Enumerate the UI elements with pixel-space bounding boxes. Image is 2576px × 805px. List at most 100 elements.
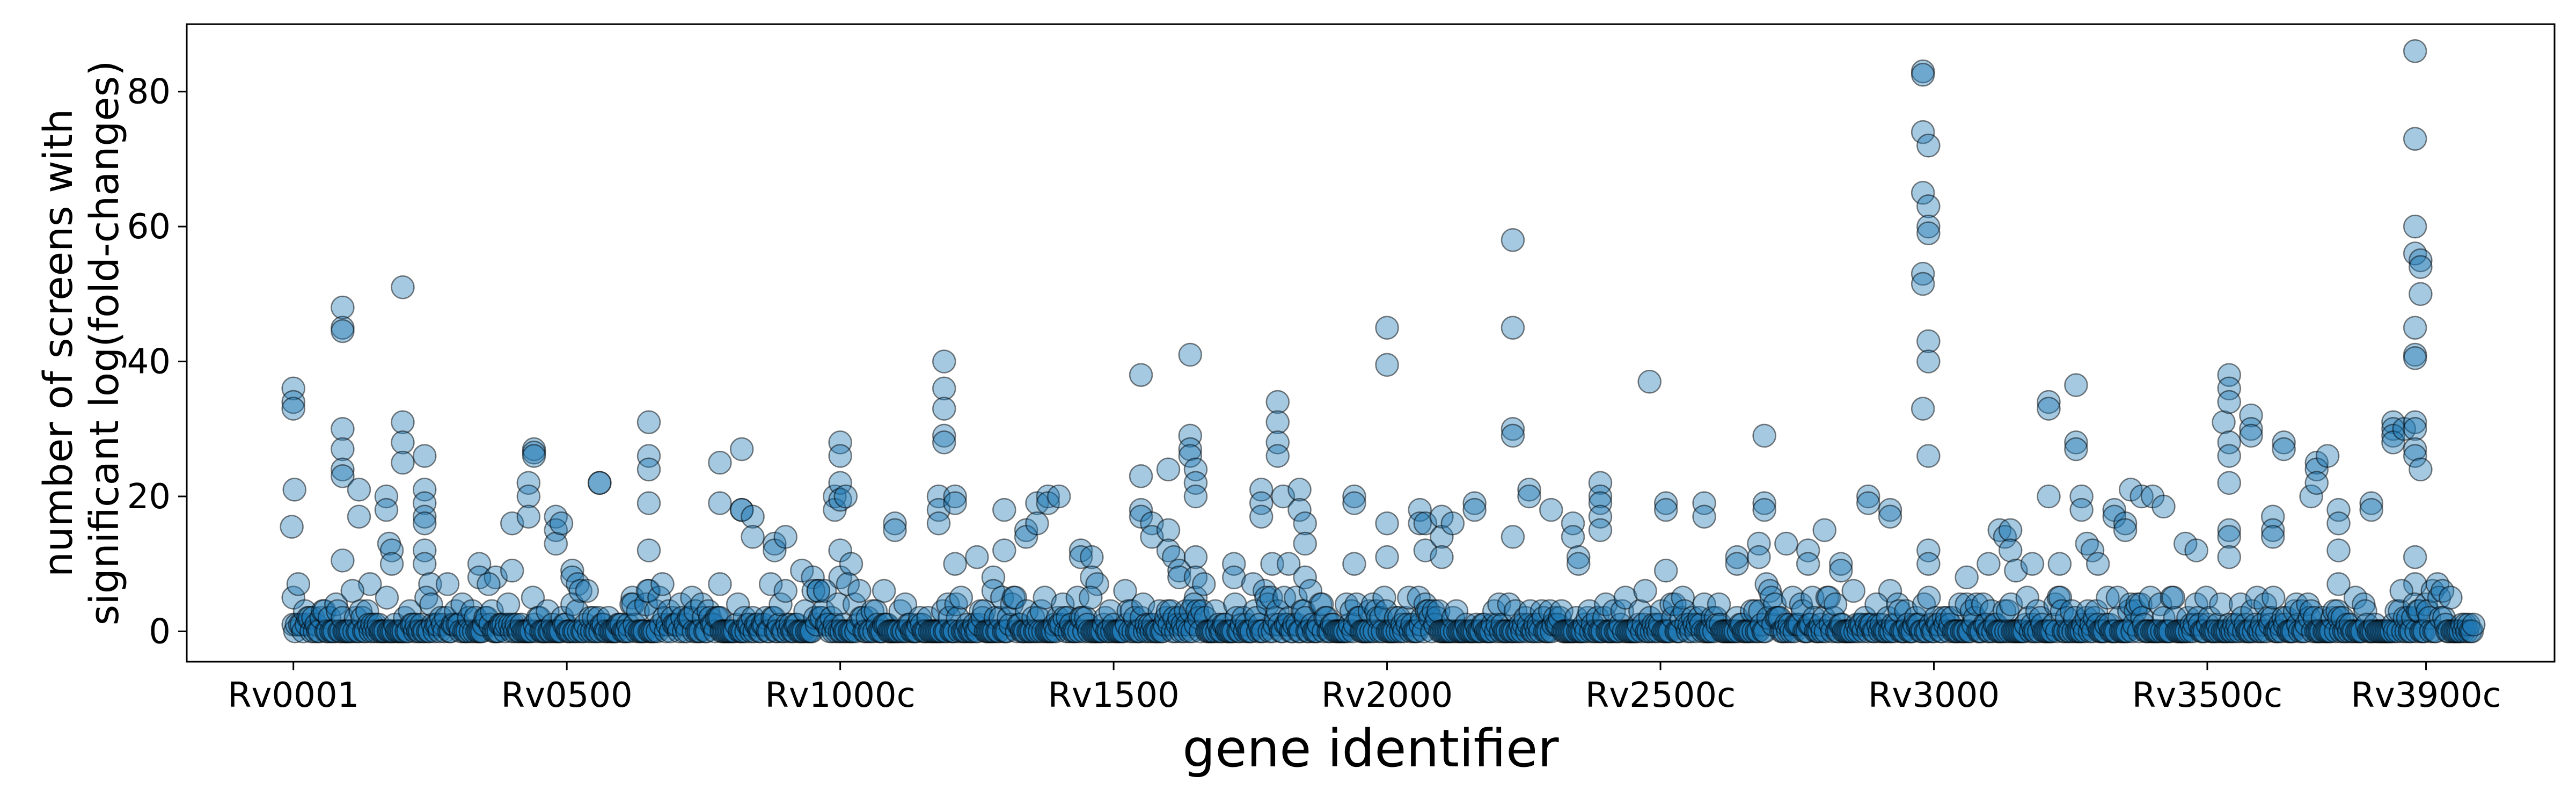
data-point bbox=[806, 579, 831, 603]
data-point bbox=[828, 444, 852, 468]
data-point bbox=[1637, 370, 1662, 394]
y-tick-label: 0 bbox=[149, 612, 171, 652]
data-point bbox=[1360, 592, 1385, 617]
data-point bbox=[1692, 504, 1716, 529]
data-point bbox=[708, 450, 732, 475]
data-point bbox=[282, 478, 306, 502]
data-point bbox=[2239, 423, 2263, 448]
data-point bbox=[1183, 545, 1208, 569]
data-point bbox=[1911, 120, 1935, 144]
data-point bbox=[286, 572, 311, 596]
data-point bbox=[2299, 484, 2323, 509]
data-point bbox=[839, 552, 863, 576]
data-point bbox=[412, 538, 437, 562]
data-point bbox=[833, 484, 858, 509]
data-point bbox=[2359, 497, 2383, 522]
data-point bbox=[932, 349, 956, 374]
data-point bbox=[281, 390, 305, 414]
data-point bbox=[477, 572, 501, 596]
data-point bbox=[1878, 504, 1902, 529]
data-point bbox=[347, 478, 371, 502]
data-point bbox=[1916, 349, 1941, 374]
data-point bbox=[1375, 511, 1399, 536]
data-point bbox=[1588, 518, 1613, 543]
data-point bbox=[1752, 491, 1776, 515]
data-point bbox=[1462, 497, 1487, 522]
data-point bbox=[2260, 518, 2285, 543]
data-point bbox=[1517, 484, 1541, 509]
data-point bbox=[2272, 437, 2296, 462]
data-point bbox=[1916, 221, 1941, 245]
data-point bbox=[1501, 417, 1525, 441]
x-tick-label: Rv1000c bbox=[765, 676, 915, 715]
data-point bbox=[1085, 572, 1109, 596]
data-point bbox=[1501, 228, 1525, 252]
data-point bbox=[2085, 552, 2110, 576]
data-point bbox=[412, 491, 437, 515]
data-point bbox=[741, 504, 765, 529]
data-point bbox=[1156, 518, 1181, 543]
data-point bbox=[281, 397, 305, 421]
x-tick-label: Rv2500c bbox=[1585, 676, 1736, 715]
data-point bbox=[1287, 497, 1312, 522]
y-axis-title: number of screens with significant log(f… bbox=[35, 61, 128, 626]
data-point bbox=[331, 457, 355, 481]
data-point bbox=[1501, 423, 1525, 448]
x-tick-label: Rv3900c bbox=[2351, 676, 2501, 715]
data-point bbox=[636, 457, 661, 481]
data-point bbox=[636, 538, 661, 562]
data-point bbox=[1260, 552, 1284, 576]
data-point bbox=[516, 471, 541, 495]
x-tick-label: Rv0500 bbox=[501, 676, 633, 715]
data-point bbox=[943, 484, 967, 509]
y-axis: 0 20 40 60 80 bbox=[127, 72, 187, 652]
data-point bbox=[2037, 484, 2061, 509]
data-point bbox=[1025, 511, 1049, 536]
data-point bbox=[1178, 444, 1203, 468]
data-point bbox=[412, 552, 437, 576]
data-point bbox=[2403, 39, 2427, 63]
data-point bbox=[1653, 559, 1678, 583]
data-point bbox=[801, 565, 825, 590]
y-tick-label: 60 bbox=[127, 207, 171, 247]
data-point bbox=[1911, 272, 1935, 296]
data-point bbox=[375, 586, 399, 610]
data-point bbox=[1916, 552, 1941, 576]
data-point bbox=[544, 531, 568, 556]
data-point bbox=[2403, 346, 2427, 370]
data-point bbox=[1916, 194, 1941, 218]
data-point bbox=[516, 484, 541, 509]
data-point bbox=[1796, 538, 1820, 562]
data-point bbox=[943, 552, 967, 576]
data-point bbox=[1046, 484, 1071, 509]
data-point bbox=[965, 545, 989, 569]
data-point bbox=[1998, 538, 2023, 562]
data-point bbox=[2262, 586, 2286, 610]
data-point bbox=[331, 319, 355, 343]
data-point bbox=[496, 592, 521, 617]
data-point bbox=[758, 572, 783, 596]
data-point bbox=[1856, 484, 1880, 509]
data-point bbox=[1276, 552, 1301, 576]
data-point bbox=[926, 511, 951, 536]
data-point bbox=[2239, 417, 2263, 441]
data-point bbox=[1342, 491, 1366, 515]
data-point bbox=[1829, 559, 1853, 583]
data-point bbox=[1725, 552, 1749, 576]
data-point bbox=[2217, 471, 2241, 495]
data-point bbox=[391, 275, 415, 299]
data-point bbox=[2080, 538, 2105, 562]
y-tick-label: 40 bbox=[127, 342, 171, 382]
data-point bbox=[1752, 497, 1776, 522]
data-point bbox=[1566, 545, 1591, 569]
data-point bbox=[2403, 545, 2427, 569]
data-point bbox=[1222, 552, 1246, 576]
x-axis: Rv0001 Rv0500 Rv1000c Rv1500 Rv2000 Rv2500c Rv… bbox=[228, 662, 2501, 715]
data-point bbox=[2326, 538, 2351, 562]
data-point bbox=[932, 376, 956, 401]
data-point bbox=[1692, 491, 1716, 515]
data-point bbox=[1183, 457, 1208, 481]
data-point bbox=[1911, 261, 1935, 286]
data-point bbox=[1774, 531, 1798, 556]
